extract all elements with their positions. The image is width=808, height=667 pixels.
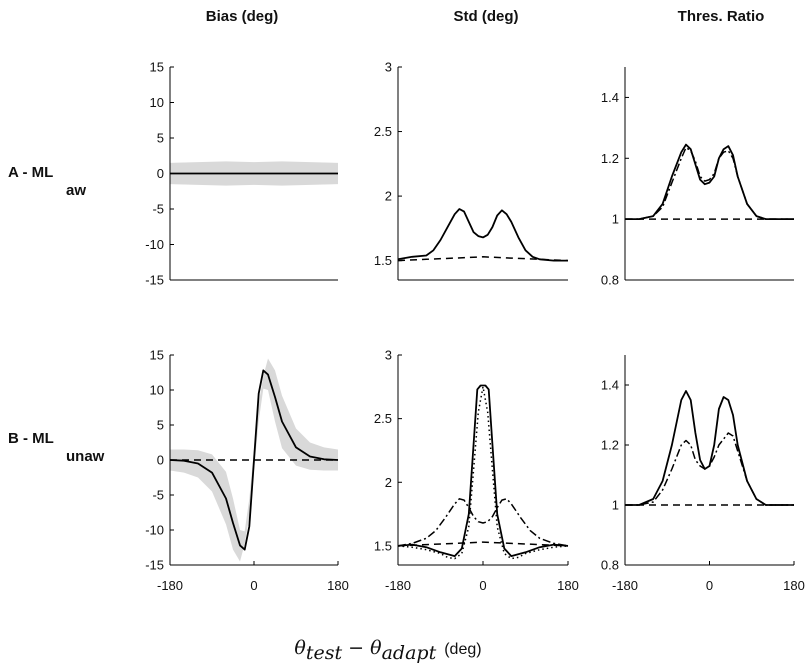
series-line-dashdot [625,146,794,220]
x-tick-label: 0 [479,578,486,593]
x-label-sub-test: test [306,642,343,664]
y-tick-label: 5 [157,418,164,433]
panel-b-thres-ratio: 0.8 1 1.2 1.4 -180 0 180 [601,355,805,593]
y-tick-label: 1.2 [601,151,619,166]
y-tick-label: -5 [152,202,164,217]
y-tick-label: 0.8 [601,273,619,288]
y-tick-label: 5 [157,131,164,146]
y-tick-label: 2 [385,475,392,490]
series-line-dashdot [625,432,794,506]
y-tick-label: 0 [157,166,164,181]
column-title-std: Std (deg) [454,8,519,25]
panel-a-bias: -15 -10 -5 0 5 10 15 [145,60,338,288]
y-tick-label: 3 [385,60,392,75]
y-tick-label: 1 [612,212,619,227]
x-label-theta-1: θ [294,637,306,659]
panel-a-thres-ratio: 0.8 1 1.2 1.4 [601,67,794,288]
series-line-dashed [397,256,569,262]
x-tick-label: -180 [157,578,183,593]
column-title-bias: Bias (deg) [206,8,279,25]
y-tick-label: 10 [150,95,164,110]
series-line-dashdot [397,498,569,547]
y-tick-label: 1.4 [601,378,619,393]
y-tick-label: 0 [157,453,164,468]
y-tick-label: -10 [145,237,164,252]
x-tick-label: 0 [706,578,713,593]
x-label-unit: (deg) [444,641,481,658]
x-tick-label: 180 [557,578,579,593]
y-tick-label: 1.4 [601,90,619,105]
x-tick-label: -180 [385,578,411,593]
panel-b-std: 1.5 2 2.5 3 -180 0 180 [374,348,579,594]
series-line-dashed [397,541,569,547]
y-tick-label: 1 [612,498,619,513]
panel-a-std: 1.5 2 2.5 3 [374,60,569,281]
column-title-thres: Thres. Ratio [678,8,765,25]
x-axis-label: θtest − θadapt (deg) [294,637,481,664]
panel-b-bias: -15 -10 -5 0 5 10 15 -180 0 180 [145,348,349,594]
x-label-sub-adapt: adapt [382,642,437,664]
x-label-minus: − [342,637,370,659]
y-tick-label: 2.5 [374,411,392,426]
x-label-theta-2: θ [370,637,382,659]
x-tick-label: 180 [327,578,349,593]
y-tick-label: -5 [152,488,164,503]
y-tick-label: 1.5 [374,253,392,268]
series-line-dotted [397,386,569,560]
y-tick-label: 1.5 [374,538,392,553]
x-tick-label: -180 [612,578,638,593]
series-line-solid [397,384,569,557]
x-tick-label: 180 [783,578,805,593]
series-line-solid [625,390,794,506]
y-tick-label: 15 [150,348,164,363]
row-label-a-sub: aw [66,182,86,199]
y-tick-label: 1.2 [601,438,619,453]
y-tick-label: -10 [145,523,164,538]
row-label-b-sub: unaw [66,448,105,465]
series-line-solid [397,208,568,262]
y-tick-label: 3 [385,348,392,363]
row-label-b-main: B - ML [8,430,54,447]
row-label-a-main: A - ML [8,164,53,181]
series-line-solid [625,143,794,221]
y-tick-label: -15 [145,558,164,573]
y-tick-label: -15 [145,273,164,288]
y-tick-label: 15 [150,60,164,75]
y-tick-label: 2 [385,189,392,204]
row-label-b: B - ML unaw [8,430,105,465]
y-tick-label: 2.5 [374,124,392,139]
y-tick-label: 10 [150,383,164,398]
x-tick-label: 0 [250,578,257,593]
y-tick-label: 0.8 [601,558,619,573]
row-label-a: A - ML aw [8,164,86,199]
